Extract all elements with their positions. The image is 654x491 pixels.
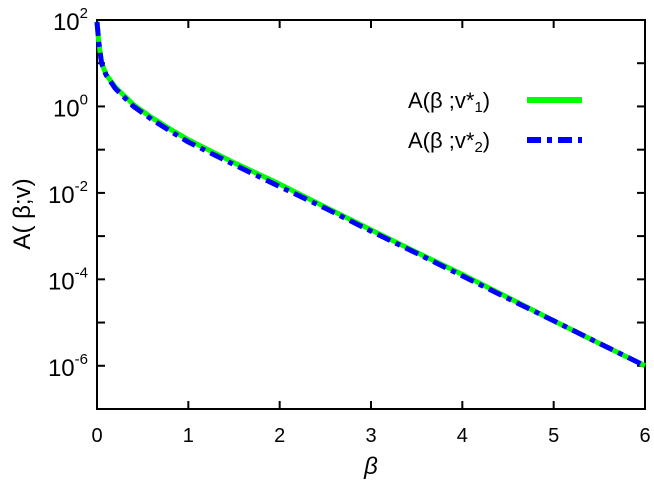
y-tick-label: 10-4 (48, 264, 88, 295)
y-tick-label: 10-6 (48, 351, 88, 382)
series-line-1 (94, 21, 647, 369)
legend-label-1: A(β ;v*1) (408, 88, 490, 116)
x-tick-label: 5 (548, 425, 559, 447)
y-tick-label: 100 (53, 91, 88, 122)
legend: A(β ;v*1) A(β ;v*2) (408, 88, 582, 156)
y-tick-label: 10-2 (48, 178, 88, 209)
y-tick-label: 102 (53, 5, 88, 36)
x-tick-label: 0 (91, 425, 102, 447)
x-tick-label: 6 (639, 425, 650, 447)
plot-frame (96, 19, 646, 410)
x-tick-label: 3 (365, 425, 376, 447)
legend-label-2: A(β ;v*2) (408, 128, 490, 156)
series-line-2 (94, 21, 647, 369)
x-tick-label: 1 (183, 425, 194, 447)
x-tick-label: 4 (457, 425, 468, 447)
x-axis-label: β (363, 453, 378, 480)
x-tick-label: 2 (274, 425, 285, 447)
y-axis-label: A( β;v) (9, 178, 36, 249)
